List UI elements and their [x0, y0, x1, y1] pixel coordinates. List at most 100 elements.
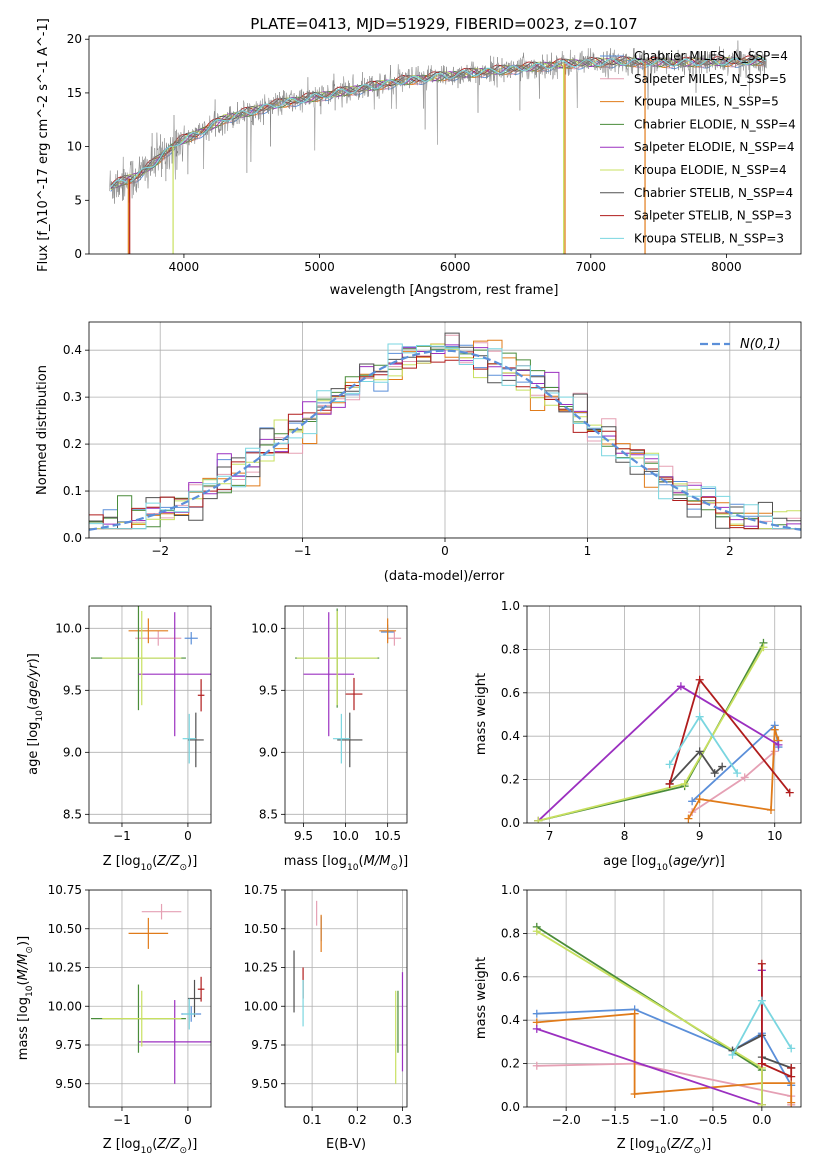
x-tick-label: 8000	[711, 260, 742, 274]
y-tick-label: 9.75	[55, 1038, 82, 1052]
y-tick-label: 10.75	[48, 883, 82, 897]
axes-frame	[526, 889, 802, 1108]
series-marker-kroupa_stelib	[757, 996, 766, 1005]
legend-label: Chabrier ELODIE, N_SSP=4	[634, 117, 796, 131]
series-marker-kroupa_elodie	[757, 1100, 766, 1107]
x-tick-label: 7000	[576, 260, 607, 274]
x-tick-label: 0	[184, 1113, 192, 1127]
series-marker-chabrier_miles	[688, 797, 697, 806]
x-tick-label: −1.5	[601, 1113, 630, 1127]
y-tick-label: 9.0	[63, 745, 82, 759]
series-marker-salpeter_miles	[740, 773, 749, 782]
y-tick-label: 0.1	[63, 484, 82, 498]
legend-label: Chabrier MILES, N_SSP=4	[634, 49, 788, 63]
x-axis-label: Z [log10(Z/Z⊙)]	[103, 854, 198, 873]
chart-spectrum: 4000 5000 6000 7000 8000 0 5 10 15 20 wavelength […	[36, 18, 802, 298]
plot-content	[285, 890, 407, 1107]
x-axis-label: Z [log10(Z/Z⊙)]	[103, 1137, 198, 1156]
series-line-salpeter_stelib	[761, 963, 793, 1078]
y-tick-label: 0.4	[501, 1013, 520, 1027]
y-tick-label: 10.50	[244, 922, 278, 936]
y-tick-label: 0.6	[501, 686, 520, 700]
y-tick-label: 9.5	[63, 683, 82, 697]
series-marker-salpeter_elodie	[676, 682, 685, 691]
y-tick-label: 0.0	[501, 816, 520, 830]
y-tick-label: 0.4	[501, 729, 520, 743]
series-marker-salpeter_stelib	[787, 1063, 796, 1072]
legend-label: Salpeter MILES, N_SSP=5	[634, 72, 787, 86]
y-tick-label: 9.5	[259, 683, 278, 697]
series-marker-salpeter_stelib	[695, 675, 704, 684]
series-marker-kroupa_elodie	[534, 816, 543, 823]
y-tick-label: 10.25	[48, 961, 82, 975]
data-spectrum	[109, 40, 768, 204]
series-line-chabrier_stelib	[668, 749, 723, 785]
y-tick-label: 10	[67, 140, 82, 154]
axes-frame	[284, 889, 408, 1108]
y-tick-label: 10.25	[244, 961, 278, 975]
chart-age_vs_mass: 9.5 10.0 10.5 8.5 9.0 9.5 10.0 mass [log10(M/M⊙…	[251, 605, 408, 873]
chart-age_vs_Z: −1 0 8.5 9.0 9.5 10.0 Z [log10(Z/Z⊙)] age [log1…	[26, 605, 212, 873]
plot-area	[285, 606, 407, 823]
series-marker-kroupa_elodie	[532, 927, 541, 936]
y-tick-label: 0.2	[63, 437, 82, 451]
x-tick-label: 10	[767, 829, 782, 843]
x-tick-label: 0	[441, 544, 449, 558]
axes-frame	[88, 321, 802, 539]
y-tick-label: 0.8	[501, 926, 520, 940]
legend-label: Kroupa MILES, N_SSP=5	[634, 95, 779, 109]
y-tick-label: 0.2	[501, 773, 520, 787]
series-marker-kroupa_stelib	[787, 1044, 796, 1053]
x-tick-label: 9	[696, 829, 704, 843]
series-marker-kroupa_elodie	[759, 643, 768, 652]
y-tick-label: 9.75	[251, 1038, 278, 1052]
x-tick-label: 0.3	[393, 1113, 412, 1127]
series-marker-salpeter_stelib	[757, 959, 766, 968]
x-axis-label: (data-model)/error	[384, 569, 505, 584]
model-line-kroupa_elodie	[110, 56, 766, 191]
x-tick-label: 0	[184, 829, 192, 843]
histogram-chabrier_stelib	[89, 332, 801, 530]
y-tick-label: 0	[74, 247, 82, 261]
x-tick-label: 0.2	[348, 1113, 367, 1127]
y-tick-label: 1.0	[501, 599, 520, 613]
y-tick-label: 5	[74, 193, 82, 207]
x-tick-label: −2	[151, 544, 169, 558]
plot-content	[89, 322, 801, 538]
y-axis-label: Flux [f_λ10^-17 erg cm^-2 s^-1 A^-1]	[36, 18, 51, 272]
histogram-salpeter_miles	[89, 334, 801, 530]
y-tick-label: 0.2	[501, 1057, 520, 1071]
series-marker-kroupa_miles	[766, 805, 775, 814]
y-tick-label: 9.0	[259, 745, 278, 759]
y-tick-label: 10.00	[48, 999, 82, 1013]
x-tick-label: 9.5	[294, 829, 313, 843]
chart-mass_weight_vs_Z: −2.0 −1.5 −1.0 −0.5 0.0 0.0 0.2 0.4 0.6 0.8 1.0 Z […	[474, 883, 802, 1156]
series-marker-kroupa_elodie	[680, 779, 689, 788]
series-marker-kroupa_stelib	[665, 760, 674, 769]
legend-label: Salpeter ELODIE, N_SSP=4	[634, 140, 795, 154]
series-marker-kroupa_miles	[630, 1089, 639, 1098]
series-marker-kroupa_miles	[684, 814, 693, 823]
series-marker-chabrier_stelib	[710, 769, 719, 778]
series-marker-kroupa_stelib	[728, 1050, 737, 1059]
x-tick-label: −1	[294, 544, 312, 558]
x-tick-label: 7	[546, 829, 554, 843]
x-tick-label: 0.1	[303, 1113, 322, 1127]
series-marker-kroupa_miles	[695, 795, 704, 804]
series-marker-salpeter_stelib	[665, 779, 674, 788]
y-tick-label: 0.6	[501, 970, 520, 984]
plot-content	[89, 890, 211, 1107]
x-tick-label: 10.0	[332, 829, 359, 843]
series-marker-salpeter_stelib	[785, 788, 794, 797]
x-tick-label: −1.0	[649, 1113, 678, 1127]
series-marker-salpeter_stelib	[787, 1072, 796, 1081]
plot-content	[109, 40, 768, 254]
x-tick-label: 5000	[304, 260, 335, 274]
y-tick-label: 10.0	[251, 621, 278, 635]
y-tick-label: 0.0	[501, 1100, 520, 1114]
y-tick-label: 0.4	[63, 343, 82, 357]
y-tick-label: 9.50	[251, 1077, 278, 1091]
legend-label: N(0,1)	[740, 337, 781, 352]
